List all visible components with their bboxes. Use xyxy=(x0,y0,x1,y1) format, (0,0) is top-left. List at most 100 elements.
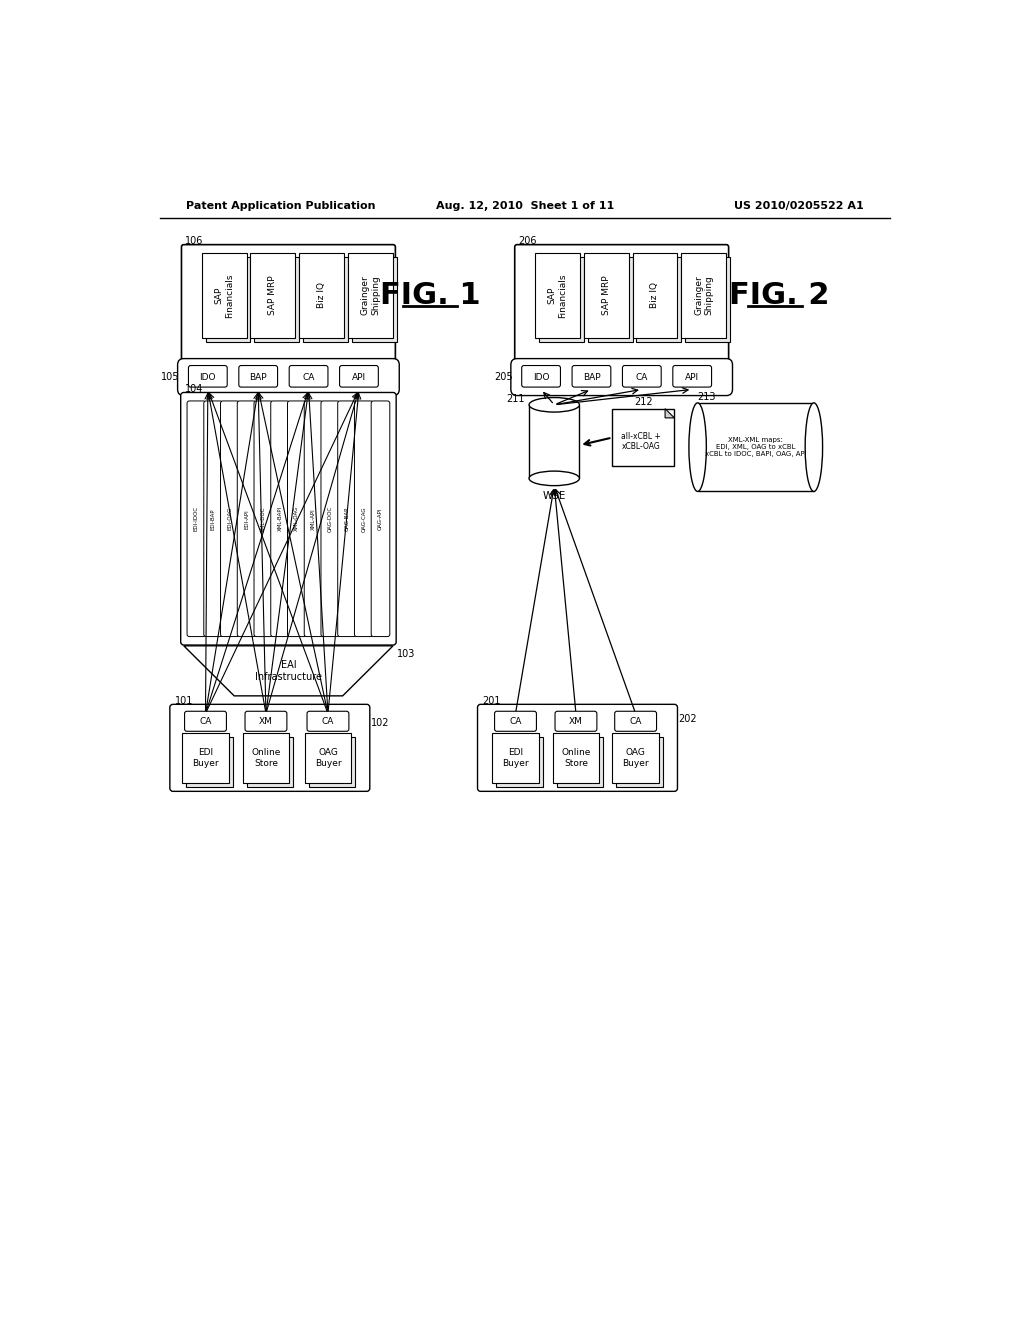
Bar xyxy=(308,737,355,787)
Text: SAP MRP: SAP MRP xyxy=(268,276,278,315)
FancyBboxPatch shape xyxy=(321,401,340,636)
FancyBboxPatch shape xyxy=(371,401,390,636)
Bar xyxy=(557,737,603,787)
Text: 213: 213 xyxy=(697,392,716,401)
Text: EDI
Buyer: EDI Buyer xyxy=(502,748,528,767)
Bar xyxy=(247,737,293,787)
Text: Grainger
Shipping: Grainger Shipping xyxy=(360,276,380,315)
Text: 205: 205 xyxy=(495,372,513,381)
Text: OAG-BAP: OAG-BAP xyxy=(344,507,349,531)
Ellipse shape xyxy=(805,403,822,491)
Text: 104: 104 xyxy=(185,384,204,395)
Bar xyxy=(348,253,393,338)
Text: CA: CA xyxy=(302,372,314,381)
Bar xyxy=(305,733,351,783)
Text: 106: 106 xyxy=(185,236,204,246)
FancyBboxPatch shape xyxy=(184,711,226,731)
Text: BAP: BAP xyxy=(250,372,267,381)
Bar xyxy=(553,733,599,783)
Bar xyxy=(612,733,658,783)
Bar xyxy=(202,253,247,338)
Text: SAP MRP: SAP MRP xyxy=(602,276,610,315)
Text: 102: 102 xyxy=(371,718,389,727)
Text: 206: 206 xyxy=(518,236,538,246)
Text: XML-BAPI: XML-BAPI xyxy=(278,506,283,532)
Text: FIG. 2: FIG. 2 xyxy=(729,281,829,310)
Text: IDO: IDO xyxy=(532,372,549,381)
Text: CA: CA xyxy=(630,717,642,726)
Bar xyxy=(539,257,584,342)
FancyBboxPatch shape xyxy=(477,705,678,792)
Bar xyxy=(352,257,397,342)
Text: Biz IQ: Biz IQ xyxy=(317,282,327,309)
Text: OAG-API: OAG-API xyxy=(378,507,383,531)
Text: US 2010/0205522 A1: US 2010/0205522 A1 xyxy=(734,201,864,211)
Text: OAG-DOC: OAG-DOC xyxy=(328,506,333,532)
Text: OAG
Buyer: OAG Buyer xyxy=(314,748,341,767)
FancyBboxPatch shape xyxy=(288,401,306,636)
Bar xyxy=(251,253,295,338)
Text: 202: 202 xyxy=(678,714,697,723)
Bar xyxy=(303,257,348,342)
Bar xyxy=(588,257,633,342)
Text: EAI
Infrastructure: EAI Infrastructure xyxy=(255,660,322,681)
Text: Online
Store: Online Store xyxy=(561,748,591,767)
FancyBboxPatch shape xyxy=(495,711,537,731)
Text: OAG-CAG: OAG-CAG xyxy=(361,506,367,532)
FancyBboxPatch shape xyxy=(354,401,373,636)
Text: Patent Application Publication: Patent Application Publication xyxy=(186,201,376,211)
Bar xyxy=(493,733,539,783)
FancyBboxPatch shape xyxy=(270,401,290,636)
FancyBboxPatch shape xyxy=(204,401,222,636)
FancyBboxPatch shape xyxy=(572,366,611,387)
Bar xyxy=(633,253,678,338)
Text: Online
Store: Online Store xyxy=(251,748,281,767)
Text: 103: 103 xyxy=(397,648,416,659)
Bar xyxy=(612,409,675,466)
FancyBboxPatch shape xyxy=(170,705,370,792)
Ellipse shape xyxy=(529,471,580,486)
Polygon shape xyxy=(665,409,675,418)
Bar xyxy=(529,405,580,478)
FancyBboxPatch shape xyxy=(177,359,399,396)
Text: WSE: WSE xyxy=(543,491,566,502)
FancyBboxPatch shape xyxy=(188,366,227,387)
FancyBboxPatch shape xyxy=(338,401,356,636)
FancyBboxPatch shape xyxy=(181,244,395,363)
Text: CA: CA xyxy=(509,717,521,726)
Text: CA: CA xyxy=(200,717,212,726)
Text: EDI-OAG: EDI-OAG xyxy=(227,507,232,531)
Text: API: API xyxy=(352,372,366,381)
Text: 201: 201 xyxy=(482,696,501,706)
Text: XML-DOC: XML-DOC xyxy=(261,506,266,532)
FancyBboxPatch shape xyxy=(245,711,287,731)
Ellipse shape xyxy=(529,397,580,412)
FancyBboxPatch shape xyxy=(340,366,378,387)
FancyBboxPatch shape xyxy=(238,401,256,636)
Text: SAP
Financials: SAP Financials xyxy=(548,273,567,318)
Text: API: API xyxy=(685,372,699,381)
Text: XML-API: XML-API xyxy=(311,508,316,529)
Text: 105: 105 xyxy=(162,372,180,381)
Bar xyxy=(636,257,681,342)
Text: XM: XM xyxy=(569,717,583,726)
Text: XML-OAG: XML-OAG xyxy=(294,506,299,532)
Ellipse shape xyxy=(689,403,707,491)
Text: XML-XML maps:
EDI, XML, OAG to xCBL
xCBL to IDOC, BAPI, OAG, API: XML-XML maps: EDI, XML, OAG to xCBL xCBL… xyxy=(705,437,807,457)
Text: Grainger
Shipping: Grainger Shipping xyxy=(694,276,714,315)
Text: 211: 211 xyxy=(507,393,525,404)
Text: 212: 212 xyxy=(634,397,652,408)
FancyBboxPatch shape xyxy=(555,711,597,731)
FancyBboxPatch shape xyxy=(623,366,662,387)
FancyBboxPatch shape xyxy=(187,401,206,636)
Text: OAG
Buyer: OAG Buyer xyxy=(623,748,649,767)
Bar xyxy=(535,253,580,338)
Bar xyxy=(186,737,232,787)
Text: EDI-IDOC: EDI-IDOC xyxy=(194,506,199,532)
Text: FIG. 1: FIG. 1 xyxy=(380,281,480,310)
Bar xyxy=(681,253,726,338)
Bar xyxy=(685,257,730,342)
Text: all-xCBL +
xCBL-OAG: all-xCBL + xCBL-OAG xyxy=(622,432,660,451)
FancyBboxPatch shape xyxy=(307,711,349,731)
FancyBboxPatch shape xyxy=(254,401,272,636)
